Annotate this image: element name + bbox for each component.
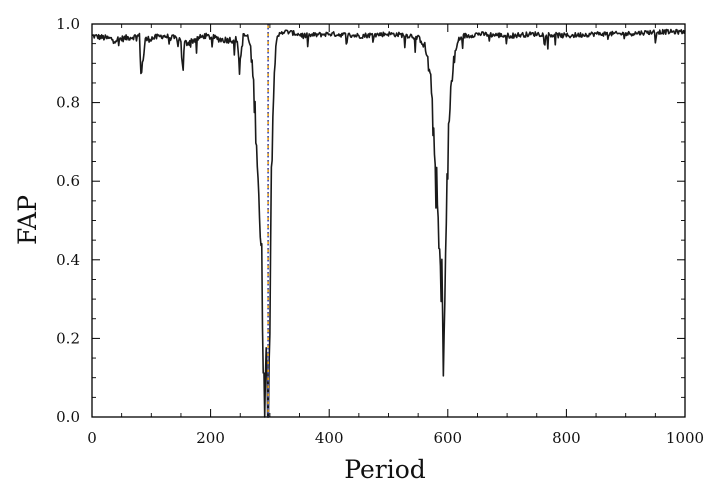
x-tick-label: 0 (87, 429, 97, 447)
y-axis: 0.0 0.2 0.4 0.6 0.8 1.0 (56, 15, 685, 426)
x-axis-label: Period (344, 455, 426, 484)
plot-area (91, 23, 686, 418)
y-tick-label: 0.6 (56, 172, 80, 190)
x-tick-label: 200 (196, 429, 225, 447)
x-tick-label: 800 (552, 429, 581, 447)
y-tick-label: 0.2 (56, 329, 80, 347)
fap-series-line (91, 28, 686, 418)
x-tick-label: 400 (315, 429, 344, 447)
y-tick-label: 0.4 (56, 251, 80, 269)
y-tick-label: 1.0 (56, 15, 80, 33)
plot-frame (91, 23, 686, 418)
y-axis-label: FAP (13, 195, 42, 245)
y-tick-label: 0.8 (56, 94, 80, 112)
x-tick-label: 1000 (666, 429, 704, 447)
y-tick-label: 0.0 (56, 408, 80, 426)
x-axis: 0 200 400 600 800 1000 (87, 24, 704, 447)
x-tick-label: 600 (433, 429, 462, 447)
